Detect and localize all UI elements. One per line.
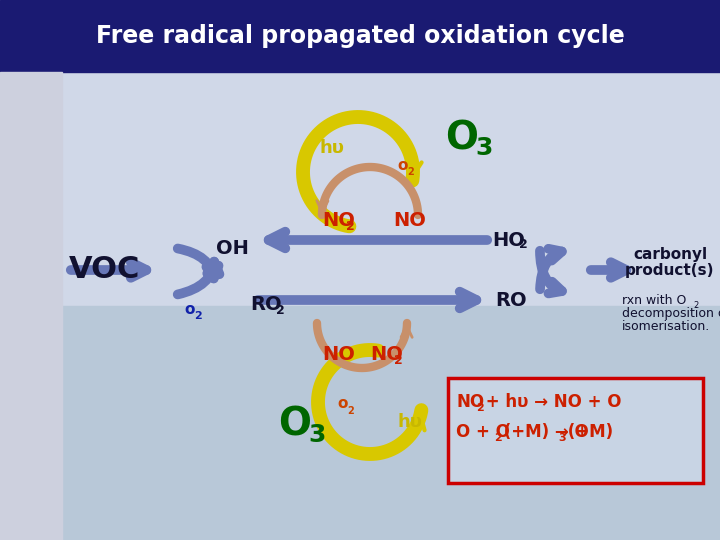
Text: NO: NO: [322, 346, 355, 365]
Text: o: o: [398, 158, 408, 172]
Text: NO: NO: [370, 346, 403, 365]
Text: isomerisation.: isomerisation.: [622, 320, 710, 333]
Text: 3: 3: [475, 136, 492, 160]
Text: HO: HO: [492, 231, 525, 249]
Text: 2: 2: [346, 219, 355, 233]
Text: O: O: [446, 119, 479, 157]
Text: carbonyl: carbonyl: [633, 247, 707, 262]
Text: 2: 2: [408, 167, 415, 177]
Text: 2: 2: [394, 354, 402, 368]
Text: hυ: hυ: [320, 139, 344, 157]
Text: 2: 2: [348, 406, 354, 416]
Text: o: o: [185, 302, 195, 318]
FancyBboxPatch shape: [448, 378, 703, 483]
Text: RO: RO: [250, 295, 282, 314]
Text: VOC: VOC: [69, 255, 140, 285]
Text: 2: 2: [476, 403, 484, 413]
Text: 2: 2: [276, 305, 284, 318]
Text: o: o: [338, 396, 348, 411]
Text: 2: 2: [693, 300, 698, 309]
Text: 3: 3: [558, 433, 566, 443]
Text: O: O: [279, 406, 312, 444]
Text: hυ: hυ: [397, 413, 423, 431]
Text: 3: 3: [308, 423, 325, 447]
Bar: [62, 72, 720, 306]
Bar: [0, 0, 720, 72]
Bar: [62, 306, 720, 540]
Text: O + O: O + O: [456, 423, 510, 441]
Text: 2: 2: [194, 311, 202, 321]
Text: (+M): (+M): [562, 423, 613, 441]
Text: 2: 2: [494, 433, 502, 443]
Text: 2: 2: [519, 239, 528, 252]
Text: + hυ → NO + O: + hυ → NO + O: [480, 393, 621, 411]
Text: NO: NO: [322, 211, 355, 229]
Text: decomposition or: decomposition or: [622, 307, 720, 320]
Bar: [0, 72, 62, 540]
Text: NO: NO: [393, 211, 426, 229]
Text: NO: NO: [456, 393, 484, 411]
Text: (+M) → O: (+M) → O: [498, 423, 589, 441]
Text: rxn with O: rxn with O: [622, 294, 686, 307]
Text: OH: OH: [215, 239, 248, 258]
Text: Free radical propagated oxidation cycle: Free radical propagated oxidation cycle: [96, 24, 624, 48]
Text: product(s): product(s): [625, 262, 715, 278]
Text: RO: RO: [495, 291, 526, 309]
